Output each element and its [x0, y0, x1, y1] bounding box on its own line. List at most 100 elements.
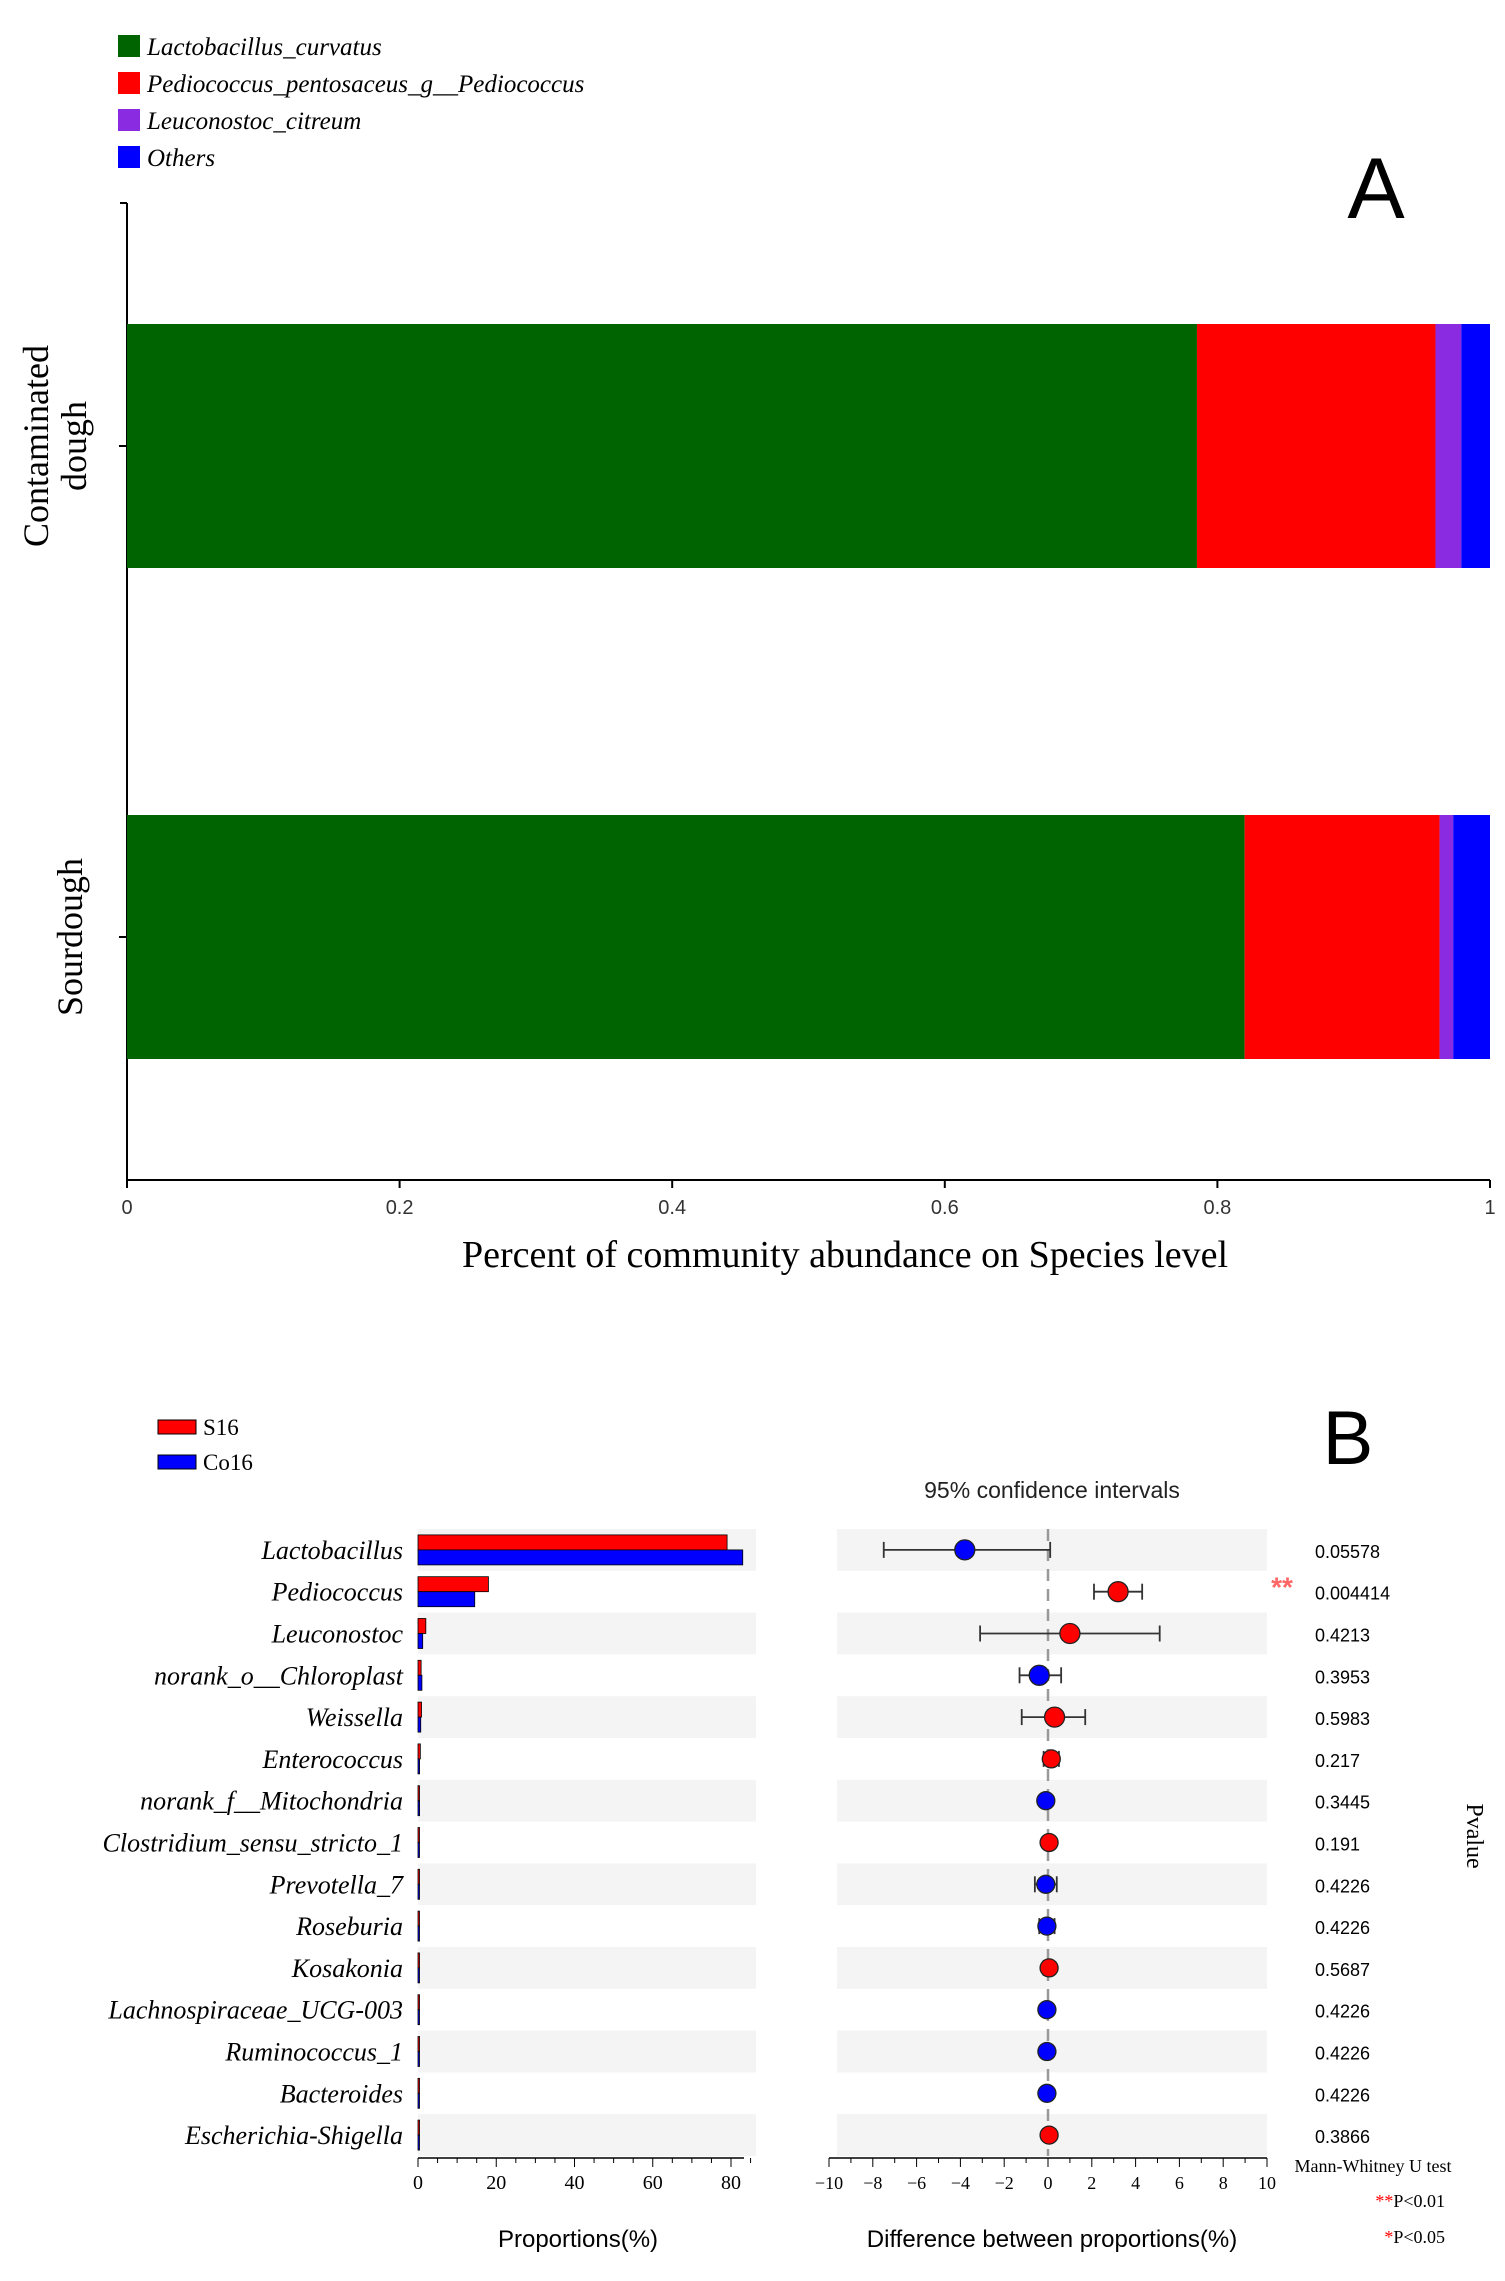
axis-a-x-tick-label-0: 0: [121, 1197, 132, 1219]
category-label-a-0-line-0: Contaminated: [16, 345, 56, 547]
legend-swatch-a-2: [118, 109, 140, 131]
bar-b-7-1: [417, 1842, 420, 1858]
axis-a-x-label: Percent of community abundance on Specie…: [462, 1234, 1228, 1276]
legend-swatch-b-0: [157, 1419, 197, 1435]
axis-bd-x-tick-label-2: −6: [907, 2173, 926, 2193]
pvalue-7: 0.191: [1315, 1835, 1360, 1855]
ci-point-10: [1039, 1958, 1059, 1978]
bar-a-0-2: [1435, 324, 1462, 568]
ci-point-6: [1036, 1791, 1056, 1811]
legend-label-a-3: Others: [147, 145, 215, 172]
bar-b-11-0: [417, 1994, 420, 2011]
bar-a-1-2: [1439, 815, 1454, 1059]
bar-b-2-0: [417, 1618, 427, 1634]
pvalue-4: 0.5983: [1315, 1709, 1370, 1729]
pvalue-11: 0.4226: [1315, 2002, 1370, 2022]
bar-b-5-0: [417, 1743, 421, 1760]
category-label-b-9: Roseburia: [295, 1912, 403, 1941]
bar-b-6-1: [417, 1800, 420, 1817]
legend-label-a-1: Pediococcus_pentosaceus_g__Pediococcus: [146, 71, 584, 98]
bar-b-9-0: [417, 1910, 420, 1927]
axis-bd-x-tick-label-8: 6: [1175, 2173, 1184, 2193]
sig-legend-label-0: P<0.01: [1393, 2191, 1445, 2211]
bar-b-4-0: [417, 1701, 422, 1718]
bar-b-14-1: [417, 2134, 420, 2151]
sig-legend-0: **P<0.01: [1375, 2191, 1445, 2211]
bar-a-0-1: [1196, 324, 1436, 568]
category-label-a-0-line-1: dough: [54, 401, 94, 491]
bar-b-13-0: [417, 2077, 420, 2094]
sig-legend-1: *P<0.05: [1384, 2227, 1445, 2247]
ci-point-9: [1037, 1916, 1057, 1936]
axis-bp-x-label: Proportions(%): [498, 2226, 658, 2253]
axis-a-x-tick-label-2: 0.4: [658, 1197, 686, 1219]
axis-bd-x-tick-label-10: 10: [1258, 2173, 1276, 2193]
legend-swatch-b-1: [157, 1454, 197, 1470]
stripe-left-8: [418, 1863, 756, 1906]
stripe-left-2: [418, 1612, 756, 1655]
bar-a-1-1: [1244, 815, 1440, 1059]
stripe-left-12: [418, 2030, 756, 2073]
pvalue-2: 0.4213: [1315, 1626, 1370, 1646]
stripe-left-14: [418, 2114, 756, 2156]
pvalue-9: 0.4226: [1315, 1918, 1370, 1938]
axis-bd-x-tick-label-1: −8: [863, 2173, 882, 2193]
category-label-a-1-line-0: Sourdough: [50, 858, 90, 1016]
ci-point-1: [1107, 1581, 1129, 1603]
pvalue-5: 0.217: [1315, 1751, 1360, 1771]
pvalue-1: 0.004414: [1315, 1584, 1390, 1604]
pvalue-8: 0.4226: [1315, 1876, 1370, 1896]
ci-title: 95% confidence intervals: [924, 1477, 1180, 1503]
bar-b-11-1: [417, 2009, 420, 2026]
category-label-b-1: Pediococcus: [271, 1578, 403, 1607]
axis-bd-x-tick-label-7: 4: [1131, 2173, 1140, 2193]
ci-point-12: [1037, 2041, 1057, 2062]
ci-point-7: [1039, 1832, 1059, 1853]
pvalue-10: 0.5687: [1315, 1960, 1370, 1980]
pvalue-14: 0.3866: [1315, 2127, 1370, 2147]
category-label-b-5: Enterococcus: [261, 1745, 403, 1774]
axis-bp-x-tick-label-3: 60: [643, 2172, 663, 2194]
legend-label-a-0: Lactobacillus_curvatus: [146, 34, 382, 61]
axis-bd-x-tick-label-6: 2: [1087, 2173, 1096, 2193]
axis-a-x-tick-label-5: 1: [1484, 1197, 1495, 1219]
category-label-b-14: Escherichia-Shigella: [184, 2121, 403, 2150]
category-label-b-13: Bacteroides: [280, 2079, 403, 2108]
sig-legend-label-1: P<0.05: [1393, 2227, 1445, 2247]
axis-bd-x-tick-label-0: −10: [815, 2173, 843, 2193]
axis-bp-x-tick-label-4: 80: [721, 2172, 741, 2194]
bar-b-10-0: [417, 1952, 420, 1969]
pvalue-3: 0.3953: [1315, 1667, 1370, 1687]
sig-legend-stars-0: **: [1375, 2191, 1393, 2211]
stripe-left-10: [418, 1947, 756, 1989]
bar-b-12-1: [417, 2051, 420, 2067]
bar-b-14-0: [417, 2119, 420, 2136]
axis-bd-x-tick-label-9: 8: [1219, 2173, 1228, 2193]
sig-stars-1: **: [1271, 1572, 1293, 1603]
bar-b-10-1: [417, 1967, 420, 1984]
bar-b-13-1: [417, 2092, 420, 2109]
test-name: Mann-Whitney U test: [1295, 2156, 1452, 2176]
bar-b-5-1: [417, 1758, 420, 1775]
bar-b-1-0: [417, 1576, 489, 1593]
bar-b-6-0: [417, 1785, 420, 1802]
axis-bd-x-tick-label-3: −4: [951, 2173, 970, 2193]
legend-label-b-0: S16: [203, 1415, 239, 1440]
pvalue-axis-label-text: Pvalue: [1461, 1803, 1487, 1868]
category-label-b-0: Lactobacillus: [260, 1536, 403, 1565]
stripe-left-4: [418, 1696, 756, 1738]
ci-point-5: [1041, 1749, 1061, 1769]
axis-bp-x-tick-label-2: 40: [565, 2172, 585, 2194]
axis-bd-x-tick-label-4: −2: [995, 2173, 1014, 2193]
ci-point-0: [954, 1539, 976, 1561]
legend-swatch-a-3: [118, 146, 140, 168]
bar-b-4-1: [417, 1716, 422, 1733]
pvalue-6: 0.3445: [1315, 1793, 1370, 1813]
legend-label-b-1: Co16: [203, 1450, 253, 1475]
legend-swatch-a-0: [118, 35, 140, 57]
category-label-b-4: Weissella: [306, 1703, 403, 1732]
bar-b-9-1: [417, 1925, 420, 1942]
ci-point-13: [1037, 2083, 1057, 2103]
